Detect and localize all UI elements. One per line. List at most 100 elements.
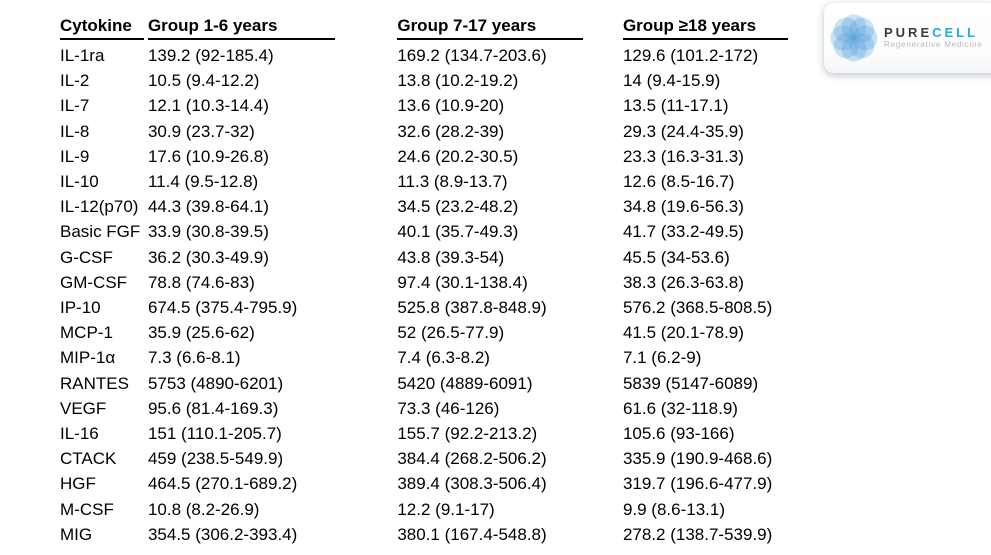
cytokine-name-cell: M-CSF: [60, 499, 114, 519]
table-row: VEGF 95.6 (81.4-169.3) 73.3 (46-126) 61.…: [60, 396, 991, 421]
value-cell-group-18plus: 319.7 (196.6-477.9): [622, 474, 773, 494]
value-cell-group-7-17: 24.6 (20.2-30.5): [397, 146, 519, 166]
cytokine-name-cell: IL-8: [60, 121, 90, 141]
cytokine-name-cell: HGF: [60, 474, 96, 494]
table-row: MIG 354.5 (306.2-393.4) 380.1 (167.4-548…: [60, 522, 991, 547]
cytokine-name-cell: GM-CSF: [60, 272, 128, 292]
table-row: IL-10 11.4 (9.5-12.8) 11.3 (8.9-13.7) 12…: [60, 169, 991, 194]
value-cell-group-7-17: 11.3 (8.9-13.7): [397, 172, 508, 192]
brand-name: PURECELL: [884, 26, 983, 40]
cytokine-name-cell: CTACK: [60, 449, 117, 469]
brand-name-pure: PURE: [884, 25, 933, 40]
table-row: M-CSF 10.8 (8.2-26.9) 12.2 (9.1-17) 9.9 …: [60, 497, 991, 522]
value-cell-group-18plus: 61.6 (32-118.9): [622, 398, 738, 418]
value-cell-group-7-17: 97.4 (30.1-138.4): [397, 272, 528, 292]
cytokine-name-cell: Basic FGF: [60, 222, 141, 242]
value-cell-group-7-17: 43.8 (39.3-54): [397, 247, 505, 267]
value-cell-group-1-6: 354.5 (306.2-393.4): [147, 524, 298, 544]
value-cell-group-18plus: 335.9 (190.9-468.6): [622, 449, 773, 469]
value-cell-group-1-6: 464.5 (270.1-689.2): [147, 474, 298, 494]
value-cell-group-18plus: 41.5 (20.1-78.9): [622, 323, 744, 343]
cytokine-table: Cytokine Group 1-6 years Group 7-17 year…: [60, 16, 991, 547]
table-row: MCP-1 35.9 (25.6-62) 52 (26.5-77.9) 41.5…: [60, 320, 991, 345]
value-cell-group-18plus: 7.1 (6.2-9): [622, 348, 702, 368]
value-cell-group-1-6: 17.6 (10.9-26.8): [147, 146, 269, 166]
value-cell-group-1-6: 95.6 (81.4-169.3): [147, 398, 279, 418]
cytokine-name-cell: IP-10: [60, 298, 101, 318]
value-cell-group-18plus: 34.8 (19.6-56.3): [622, 197, 744, 217]
value-cell-group-18plus: 23.3 (16.3-31.3): [622, 146, 744, 166]
value-cell-group-7-17: 13.6 (10.9-20): [397, 96, 505, 116]
value-cell-group-1-6: 78.8 (74.6-83): [147, 272, 255, 292]
table-row: IL-9 17.6 (10.9-26.8) 24.6 (20.2-30.5) 2…: [60, 144, 991, 169]
table-row: RANTES 5753 (4890-6201) 5420 (4889-6091)…: [60, 371, 991, 396]
column-header-label: Group 1-6 years: [147, 16, 335, 40]
value-cell-group-18plus: 12.6 (8.5-16.7): [622, 172, 735, 192]
value-cell-group-7-17: 384.4 (268.2-506.2): [397, 449, 547, 469]
value-cell-group-18plus: 14 (9.4-15.9): [622, 71, 721, 91]
value-cell-group-1-6: 12.1 (10.3-14.4): [147, 96, 269, 116]
cytokine-name-cell: IL-2: [60, 71, 90, 91]
value-cell-group-18plus: 45.5 (34-53.6): [622, 247, 730, 267]
value-cell-group-18plus: 29.3 (24.4-35.9): [622, 121, 744, 141]
value-cell-group-1-6: 30.9 (23.7-32): [147, 121, 255, 141]
value-cell-group-1-6: 139.2 (92-185.4): [147, 46, 274, 65]
value-cell-group-18plus: 38.3 (26.3-63.8): [622, 272, 744, 292]
column-header-group-1-6: Group 1-6 years: [147, 16, 397, 43]
cytokine-name-cell: MCP-1: [60, 323, 113, 343]
cytokine-name-cell: IL-7: [60, 96, 90, 116]
value-cell-group-1-6: 7.3 (6.6-8.1): [147, 348, 241, 368]
value-cell-group-18plus: 278.2 (138.7-539.9): [622, 524, 773, 544]
value-cell-group-7-17: 52 (26.5-77.9): [397, 323, 505, 343]
value-cell-group-7-17: 169.2 (134.7-203.6): [397, 46, 547, 65]
value-cell-group-1-6: 33.9 (30.8-39.5): [147, 222, 269, 242]
table-header: Cytokine Group 1-6 years Group 7-17 year…: [60, 16, 991, 43]
table-row: IL-8 30.9 (23.7-32) 32.6 (28.2-39) 29.3 …: [60, 119, 991, 144]
column-header-cytokine: Cytokine: [60, 16, 148, 43]
value-cell-group-7-17: 40.1 (35.7-49.3): [397, 222, 519, 242]
column-header-label: Group 7-17 years: [397, 16, 584, 40]
value-cell-group-7-17: 13.8 (10.2-19.2): [397, 71, 519, 91]
table-row: GM-CSF 78.8 (74.6-83) 97.4 (30.1-138.4) …: [60, 270, 991, 295]
table-row: IL-16 151 (110.1-205.7) 155.7 (92.2-213.…: [60, 421, 991, 446]
table-row: IP-10 674.5 (375.4-795.9) 525.8 (387.8-8…: [60, 295, 991, 320]
value-cell-group-1-6: 10.8 (8.2-26.9): [147, 499, 260, 519]
value-cell-group-1-6: 151 (110.1-205.7): [147, 424, 282, 444]
value-cell-group-18plus: 41.7 (33.2-49.5): [622, 222, 744, 242]
column-header-label: Group ≥18 years: [622, 16, 788, 40]
table-row: IL-12(p70) 44.3 (39.8-64.1) 34.5 (23.2-4…: [60, 194, 991, 219]
cytokine-name-cell: MIG: [60, 524, 93, 544]
column-header-label: Cytokine: [60, 16, 144, 40]
cytokine-name-cell: IL-12(p70): [60, 197, 139, 217]
cytokine-name-cell: G-CSF: [60, 247, 113, 267]
table-row: Basic FGF 33.9 (30.8-39.5) 40.1 (35.7-49…: [60, 219, 991, 244]
value-cell-group-1-6: 674.5 (375.4-795.9): [147, 298, 298, 318]
column-header-group-18plus: Group ≥18 years: [622, 16, 991, 43]
value-cell-group-18plus: 105.6 (93-166): [622, 424, 735, 444]
cytokine-name-cell: IL-10: [60, 172, 99, 192]
table-row: MIP-1α 7.3 (6.6-8.1) 7.4 (6.3-8.2) 7.1 (…: [60, 345, 991, 370]
cytokine-name-cell: IL-1ra: [60, 46, 105, 65]
flower-petals-icon: [830, 14, 878, 62]
value-cell-group-7-17: 155.7 (92.2-213.2): [397, 424, 538, 444]
table-row: G-CSF 36.2 (30.3-49.9) 43.8 (39.3-54) 45…: [60, 245, 991, 270]
value-cell-group-1-6: 11.4 (9.5-12.8): [147, 172, 259, 192]
cytokine-table-body: IL-1ra 139.2 (92-185.4) 169.2 (134.7-203…: [60, 43, 991, 547]
table-row: IL-2 10.5 (9.4-12.2) 13.8 (10.2-19.2) 14…: [60, 68, 991, 93]
logo-text-block: PURECELL Regenerative Medicine: [884, 26, 983, 50]
value-cell-group-7-17: 34.5 (23.2-48.2): [397, 197, 519, 217]
value-cell-group-1-6: 44.3 (39.8-64.1): [147, 197, 269, 217]
column-header-group-7-17: Group 7-17 years: [397, 16, 623, 43]
value-cell-group-1-6: 459 (238.5-549.9): [147, 449, 284, 469]
cytokine-name-cell: VEGF: [60, 398, 107, 418]
value-cell-group-18plus: 9.9 (8.6-13.1): [622, 499, 726, 519]
cytokine-name-cell: MIP-1α: [60, 348, 116, 368]
value-cell-group-7-17: 5420 (4889-6091): [397, 373, 533, 393]
table-row: IL-1ra 139.2 (92-185.4) 169.2 (134.7-203…: [60, 43, 991, 68]
purecell-logo: PURECELL Regenerative Medicine: [824, 3, 991, 73]
value-cell-group-7-17: 380.1 (167.4-548.8): [397, 524, 547, 544]
value-cell-group-18plus: 576.2 (368.5-808.5): [622, 298, 773, 318]
value-cell-group-1-6: 5753 (4890-6201): [147, 373, 284, 393]
value-cell-group-18plus: 129.6 (101.2-172): [622, 46, 759, 65]
